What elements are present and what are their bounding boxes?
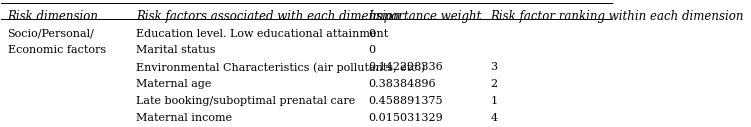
- Text: Maternal income: Maternal income: [136, 113, 232, 123]
- Text: 0.015031329: 0.015031329: [368, 113, 443, 123]
- Text: 3: 3: [490, 62, 497, 72]
- Text: Maternal age: Maternal age: [136, 79, 211, 89]
- Text: 4: 4: [490, 113, 497, 123]
- Text: Risk factor ranking within each dimension: Risk factor ranking within each dimensio…: [490, 10, 743, 23]
- Text: Marital status: Marital status: [136, 45, 216, 55]
- Text: Risk dimension: Risk dimension: [8, 10, 98, 23]
- Text: 0.142228336: 0.142228336: [368, 62, 443, 72]
- Text: Education level. Low educational attainment: Education level. Low educational attainm…: [136, 29, 388, 39]
- Text: 1: 1: [490, 96, 497, 106]
- Text: 0: 0: [368, 29, 376, 39]
- Text: 0.458891375: 0.458891375: [368, 96, 442, 106]
- Text: Risk factors associated with each dimension: Risk factors associated with each dimens…: [136, 10, 400, 23]
- Text: Socio/Personal/: Socio/Personal/: [8, 29, 95, 39]
- Text: Economic factors: Economic factors: [8, 45, 106, 55]
- Text: 2: 2: [490, 79, 497, 89]
- Text: Environmental Characteristics (air pollutants, etc.): Environmental Characteristics (air pollu…: [136, 62, 425, 73]
- Text: Importance weight: Importance weight: [368, 10, 481, 23]
- Text: Late booking/suboptimal prenatal care: Late booking/suboptimal prenatal care: [136, 96, 355, 106]
- Text: 0: 0: [368, 45, 376, 55]
- Text: 0.38384896: 0.38384896: [368, 79, 436, 89]
